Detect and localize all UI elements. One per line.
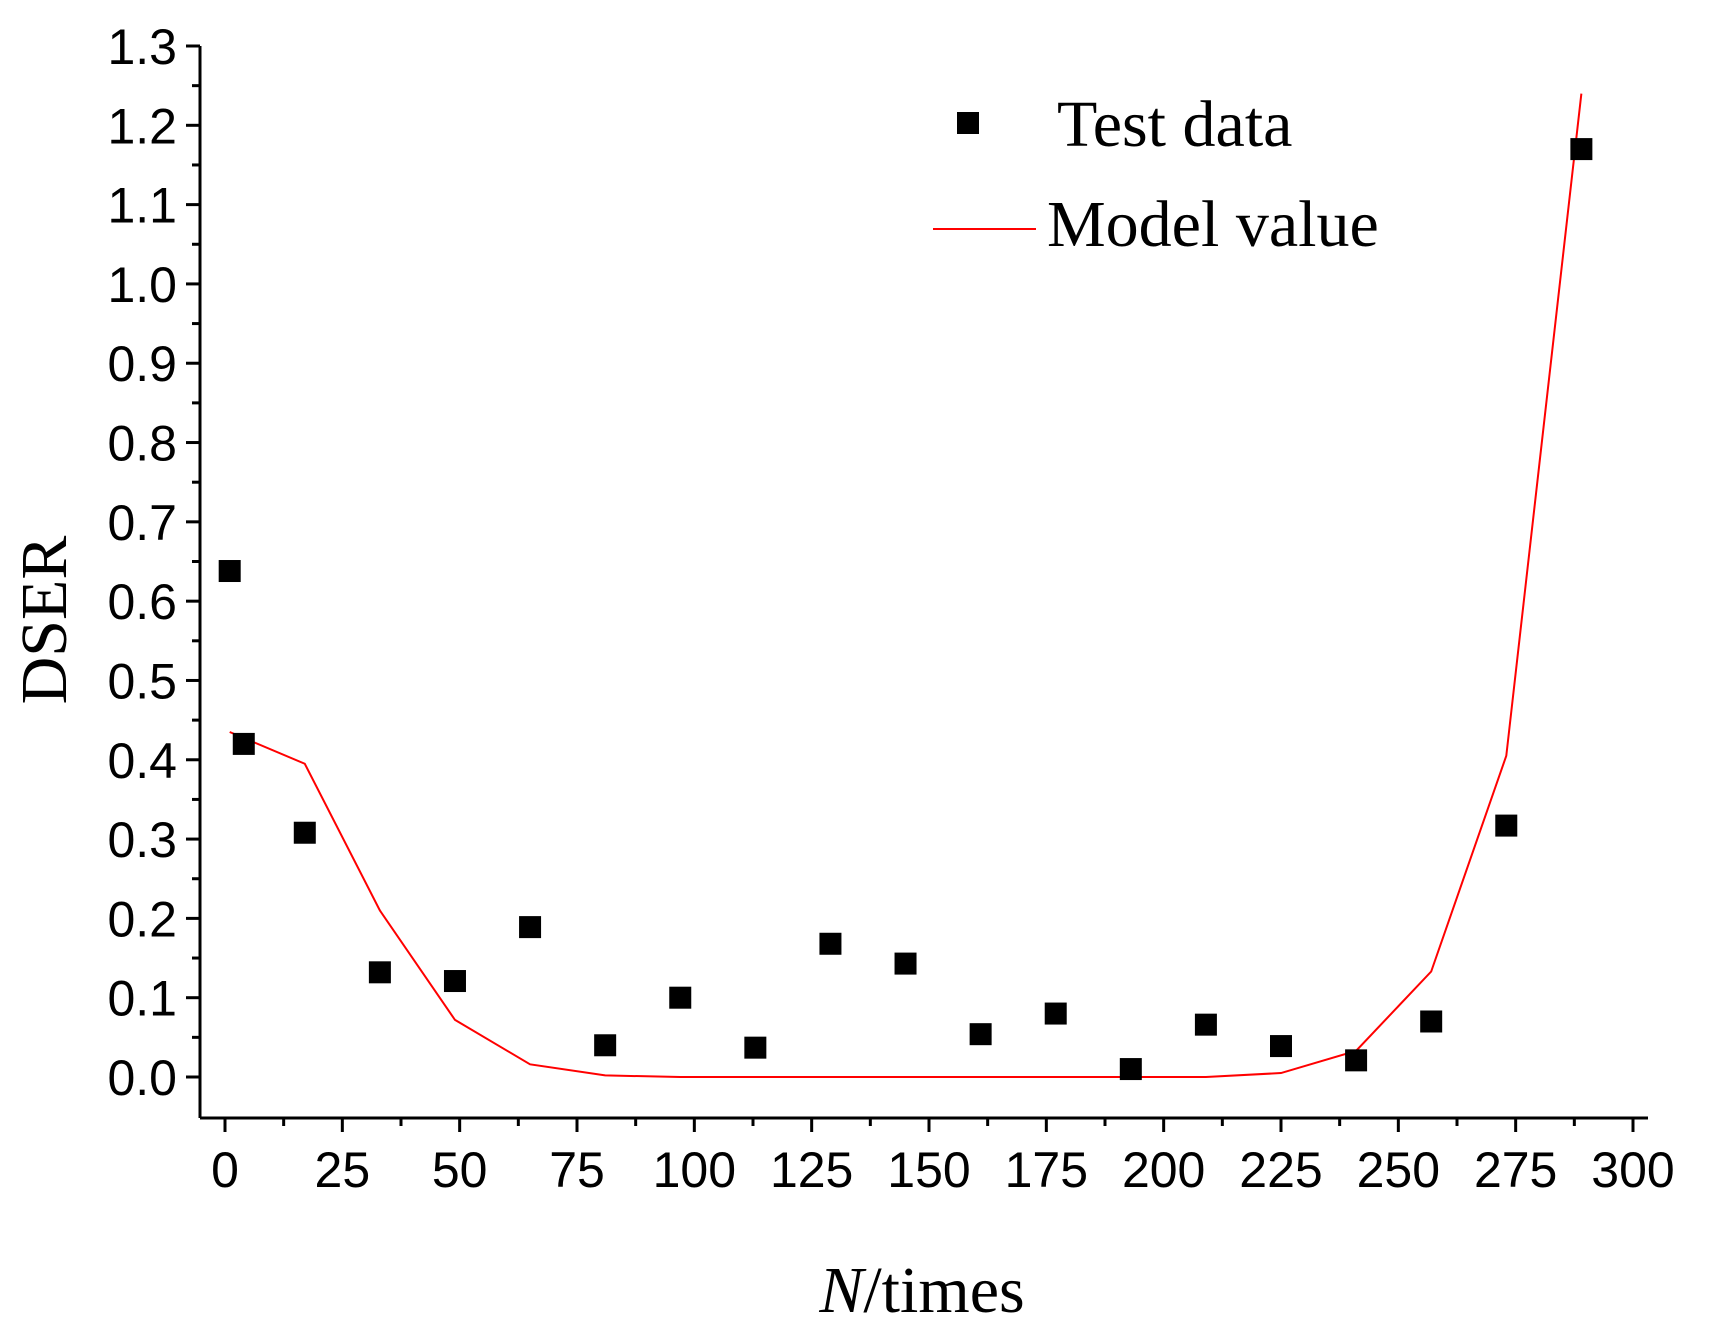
legend-test-data-label: Test data bbox=[1057, 88, 1292, 161]
test-data-point bbox=[744, 1036, 767, 1059]
y-tick-label: 1.1 bbox=[107, 178, 177, 234]
x-tick-label: 300 bbox=[1591, 1142, 1674, 1198]
test-data-point bbox=[232, 732, 255, 755]
test-data-point bbox=[1495, 814, 1518, 837]
legend-model-value-label: Model value bbox=[1047, 188, 1379, 261]
test-data-point bbox=[1119, 1058, 1142, 1081]
y-tick-label: 0.8 bbox=[107, 416, 177, 472]
x-tick-label: 125 bbox=[770, 1142, 853, 1198]
x-tick-label: 25 bbox=[315, 1142, 371, 1198]
test-data-point bbox=[1044, 1002, 1067, 1025]
test-data-point bbox=[1345, 1049, 1368, 1072]
test-data-point bbox=[894, 952, 917, 975]
legend: Test data Model value bbox=[933, 88, 1379, 261]
x-tick-label: 100 bbox=[653, 1142, 736, 1198]
test-data-point bbox=[1570, 138, 1593, 161]
y-axis-title: DSER bbox=[8, 536, 81, 705]
x-tick-label: 200 bbox=[1122, 1142, 1205, 1198]
test-data-point bbox=[1270, 1035, 1292, 1058]
test-data-point bbox=[669, 986, 692, 1009]
y-tick-label: 1.3 bbox=[107, 19, 177, 75]
y-tick-label: 0.9 bbox=[107, 336, 177, 392]
plot-frame bbox=[198, 46, 1648, 1120]
y-tick-label: 0.5 bbox=[107, 653, 177, 709]
x-tick-label: 150 bbox=[887, 1142, 970, 1198]
x-axis-ticks: 0 25 50 75 100 125 150 175 200 225 250 275 300 bbox=[211, 1118, 1675, 1198]
x-tick-label: 250 bbox=[1357, 1142, 1440, 1198]
y-tick-label: 1.2 bbox=[107, 98, 177, 154]
x-axis-title-unit: /times bbox=[863, 1254, 1024, 1327]
test-data-point bbox=[519, 916, 542, 939]
y-tick-label: 0.4 bbox=[107, 733, 177, 789]
y-tick-label: 0.3 bbox=[107, 812, 177, 868]
x-tick-label: 275 bbox=[1474, 1142, 1557, 1198]
y-tick-label: 0.0 bbox=[107, 1050, 177, 1106]
test-data-point bbox=[819, 932, 842, 955]
y-tick-label: 0.1 bbox=[107, 971, 177, 1027]
test-data-point bbox=[1420, 1010, 1443, 1033]
y-tick-label: 0.6 bbox=[107, 574, 177, 630]
test-data-point bbox=[218, 560, 241, 583]
test-data-point bbox=[293, 821, 316, 844]
x-axis-title-variable: N bbox=[818, 1254, 867, 1327]
test-data-point bbox=[368, 961, 391, 984]
test-data-point bbox=[969, 1023, 992, 1046]
y-tick-label: 0.7 bbox=[107, 495, 177, 551]
x-tick-label: 50 bbox=[432, 1142, 488, 1198]
x-tick-label: 0 bbox=[211, 1142, 239, 1198]
y-tick-label: 0.2 bbox=[107, 891, 177, 947]
test-data-point bbox=[443, 970, 466, 993]
legend-test-data-marker bbox=[957, 112, 979, 134]
test-data-series bbox=[218, 138, 1593, 1081]
y-tick-label: 1.0 bbox=[107, 257, 177, 313]
y-axis-ticks: 0.0 0.1 0.2 0.3 0.4 0.5 0.6 0.7 0.8 0.9 1.0 1.1 1.2 1… bbox=[107, 19, 200, 1106]
test-data-point bbox=[594, 1034, 617, 1057]
x-tick-label: 225 bbox=[1239, 1142, 1322, 1198]
test-data-point bbox=[1194, 1013, 1217, 1036]
x-tick-label: 175 bbox=[1005, 1142, 1088, 1198]
x-tick-label: 75 bbox=[549, 1142, 605, 1198]
x-axis-title: N/times bbox=[818, 1254, 1024, 1327]
